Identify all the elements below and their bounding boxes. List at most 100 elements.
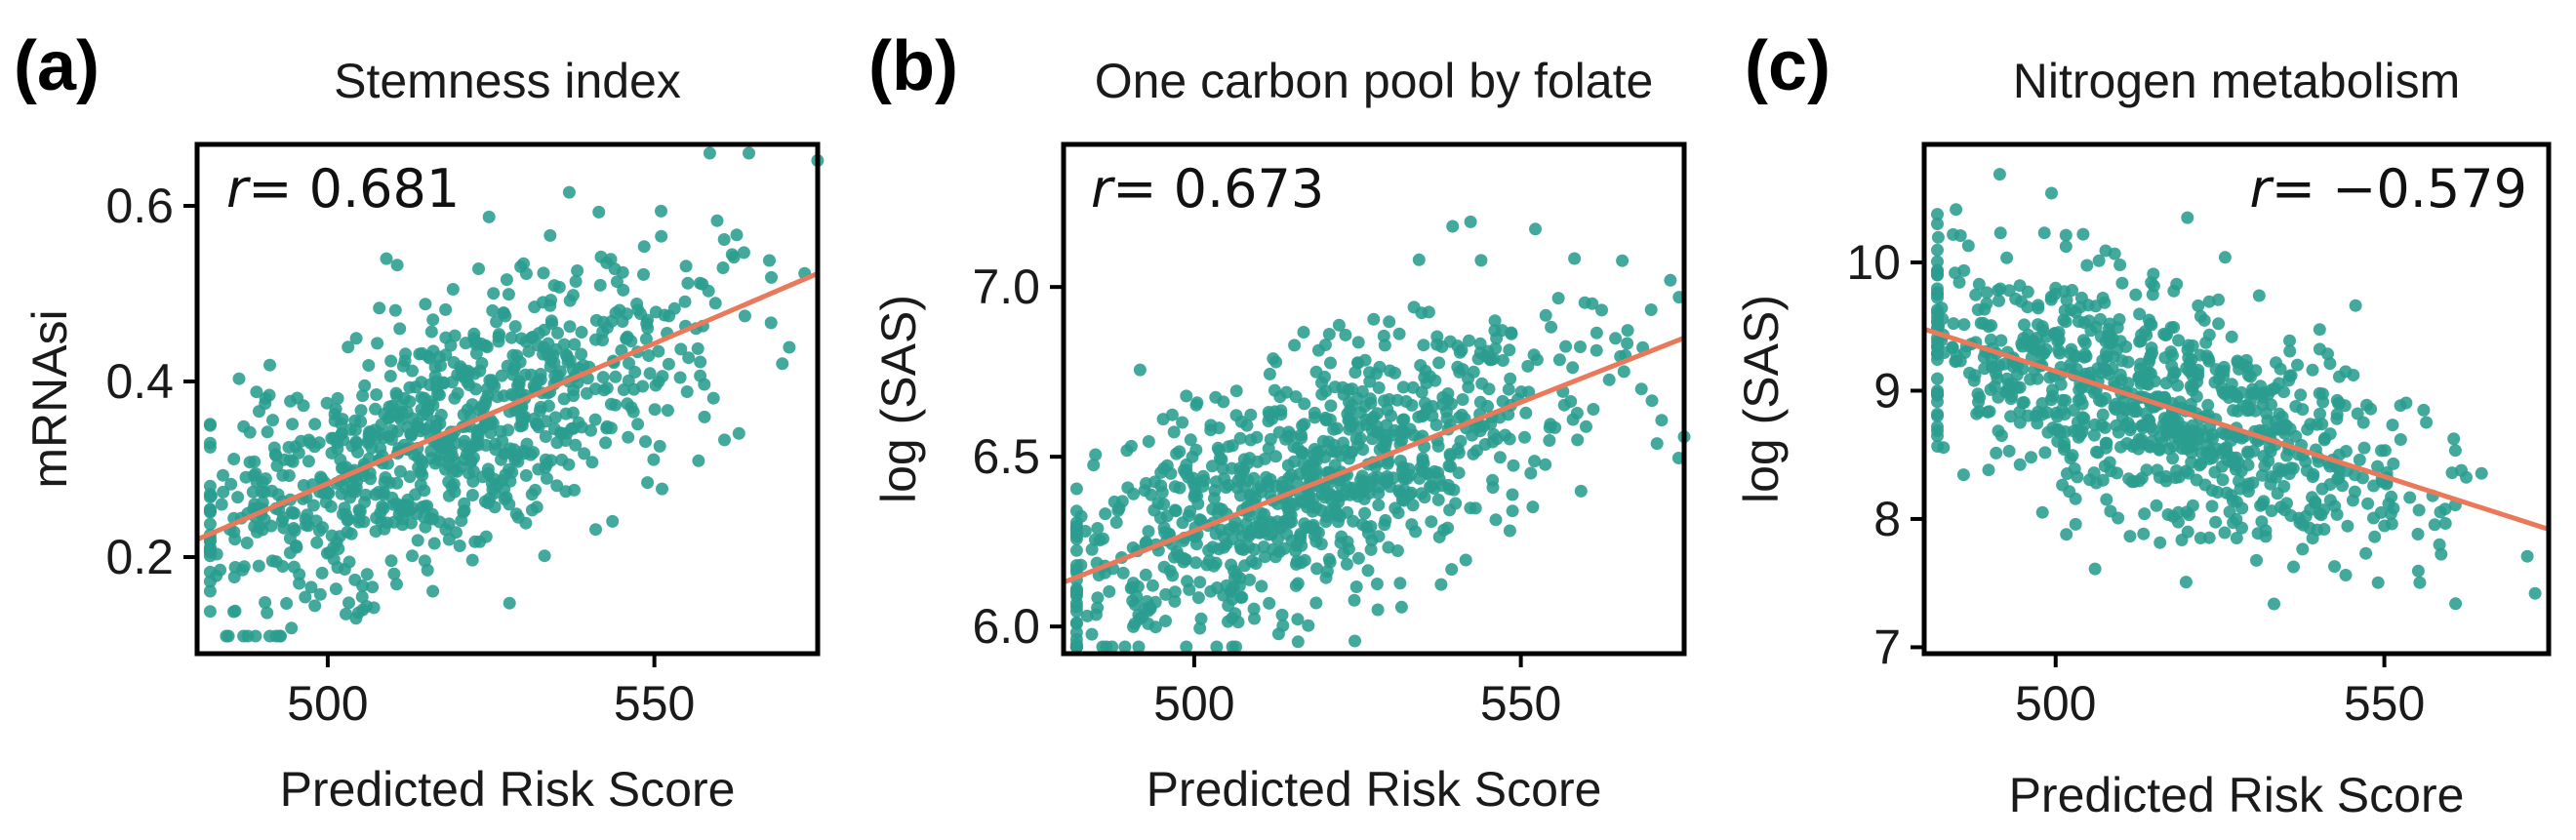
scatter-point	[639, 333, 653, 345]
scatter-point	[1324, 399, 1338, 413]
scatter-point	[2045, 186, 2058, 200]
x-tick-label: 500	[287, 676, 368, 731]
scatter-point	[661, 404, 674, 418]
scatter-point	[2061, 467, 2073, 480]
y-tick-label: 7.0	[972, 260, 1040, 314]
scatter-point	[2172, 334, 2186, 347]
scatter-point	[631, 303, 645, 317]
scatter-point	[2277, 385, 2290, 399]
scatter-point	[606, 514, 620, 528]
scatter-point	[2291, 358, 2304, 372]
scatter-point	[1348, 634, 1361, 648]
scatter-point	[1931, 409, 1944, 422]
scatter-point	[2314, 407, 2326, 420]
scatter-point	[636, 380, 650, 393]
scatter-point	[1322, 328, 1336, 340]
scatter-point	[2234, 431, 2248, 445]
scatter-point	[2073, 383, 2086, 397]
scatter-point	[491, 390, 504, 404]
scatter-point	[1222, 599, 1235, 613]
scatter-point	[513, 355, 527, 369]
scatter-point	[203, 584, 217, 598]
scatter-point	[380, 252, 393, 265]
scatter-point	[1322, 435, 1336, 449]
scatter-point	[2205, 500, 2219, 513]
scatter-point	[2201, 398, 2215, 412]
scatter-point	[439, 523, 453, 537]
scatter-point	[2241, 485, 2255, 499]
scatter-point	[732, 426, 745, 440]
scatter-point	[2367, 479, 2381, 493]
scatter-point	[526, 331, 540, 343]
scatter-point	[371, 337, 384, 350]
scatter-point	[1295, 431, 1308, 445]
scatter-point	[1157, 560, 1171, 574]
scatter-point	[2158, 351, 2172, 365]
scatter-point	[403, 470, 417, 484]
scatter-point	[1069, 640, 1083, 654]
scatter-point	[217, 468, 229, 482]
panel-title: Nitrogen metabolism	[2013, 54, 2461, 108]
scatter-point	[1551, 292, 1565, 305]
scatter-point	[2367, 511, 2380, 525]
scatter-point	[360, 568, 374, 581]
scatter-point	[585, 456, 599, 469]
scatter-point	[259, 596, 272, 609]
scatter-point	[2306, 363, 2319, 377]
scatter-point	[1263, 515, 1276, 529]
scatter-point	[716, 261, 730, 274]
scatter-point	[2218, 251, 2232, 264]
scatter-point	[1365, 475, 1379, 489]
scatter-point	[304, 580, 318, 594]
scatter-point	[673, 371, 687, 384]
scatter-point	[1069, 504, 1083, 518]
scatter-point	[375, 427, 388, 441]
scatter-point	[1308, 524, 1322, 538]
scatter-point	[1972, 277, 1986, 291]
scatter-point	[1484, 353, 1498, 367]
scatter-point	[1337, 436, 1349, 450]
scatter-point	[1451, 340, 1465, 353]
scatter-point	[2364, 402, 2378, 416]
scatter-point	[1188, 488, 1202, 501]
scatter-point	[1130, 589, 1144, 603]
scatter-point	[424, 444, 438, 458]
scatter-point	[1263, 596, 1276, 610]
scatter-point	[442, 458, 456, 471]
scatter-point	[306, 499, 320, 512]
scatter-point	[352, 503, 366, 517]
scatter-point	[1442, 482, 1456, 496]
scatter-point	[324, 500, 338, 513]
scatter-point	[2378, 444, 2392, 458]
scatter-point	[1109, 516, 1123, 529]
panel-b: (b) One carbon pool by folate 6.06.57.0 …	[868, 27, 1691, 817]
scatter-point	[1349, 580, 1363, 593]
scatter-point	[1439, 405, 1453, 419]
scatter-point	[1956, 468, 1970, 482]
scatter-point	[1378, 433, 1391, 447]
scatter-point	[442, 489, 456, 502]
scatter-point	[239, 470, 253, 484]
scatter-point	[342, 340, 355, 354]
scatter-point	[503, 596, 516, 610]
x-tick-label: 550	[614, 676, 695, 731]
scatter-point	[1484, 418, 1498, 430]
scatter-point	[1142, 435, 1155, 448]
scatter-point	[2186, 424, 2199, 437]
scatter-point	[2347, 369, 2360, 381]
scatter-point	[203, 503, 217, 517]
scatter-point	[2199, 336, 2213, 349]
scatter-point	[1957, 318, 1971, 332]
scatter-point	[2153, 536, 2167, 549]
scatter-point	[2029, 409, 2042, 422]
scatter-point	[1406, 380, 1420, 394]
scatter-point	[1993, 226, 2007, 240]
scatter-point	[1430, 330, 1444, 343]
scatter-point	[2018, 318, 2031, 332]
y-tick-label: 0.2	[105, 530, 174, 584]
scatter-point	[1444, 460, 1457, 473]
scatter-point	[737, 246, 750, 260]
scatter-point	[1566, 361, 1580, 375]
scatter-point	[2145, 276, 2158, 290]
scatter-point	[624, 401, 638, 415]
